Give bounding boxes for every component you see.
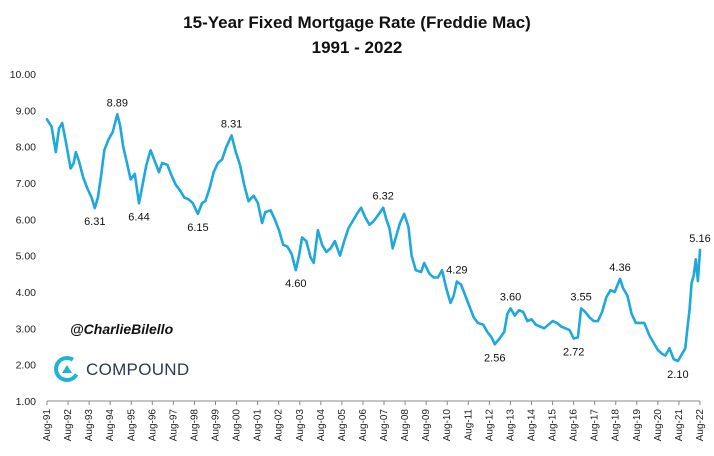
- series-group: [45, 113, 702, 363]
- y-tick-label: 6.00: [16, 214, 37, 226]
- data-label: 4.60: [285, 278, 306, 290]
- x-tick-label: Aug-22: [695, 409, 706, 442]
- x-tick-label: Aug-10: [442, 409, 453, 442]
- x-tick-label: Aug-11: [463, 409, 474, 441]
- x-tick-label: Aug-14: [526, 409, 537, 442]
- y-tick-label: 7.00: [16, 178, 37, 190]
- x-tick-label: Aug-98: [189, 409, 200, 442]
- x-tick-label: Aug-05: [337, 409, 348, 442]
- x-tick-label: Aug-95: [126, 409, 137, 442]
- x-tick-label: Aug-01: [253, 409, 264, 442]
- x-tick-label: Aug-02: [274, 409, 285, 442]
- y-tick-label: 4.00: [16, 287, 37, 299]
- x-tick-label: Aug-17: [590, 409, 601, 442]
- y-tick-label: 8.00: [16, 142, 37, 154]
- x-tick-label: Aug-03: [295, 409, 306, 442]
- data-label: 2.72: [563, 347, 584, 359]
- series-line: [45, 113, 702, 363]
- data-label: 2.56: [484, 352, 505, 364]
- y-tick-label: 3.00: [16, 323, 37, 335]
- x-tick-label: Aug-06: [358, 409, 369, 442]
- data-label: 4.36: [609, 262, 630, 274]
- data-label: 3.55: [570, 291, 591, 303]
- data-label: 6.31: [84, 216, 105, 228]
- x-tick-label: Aug-21: [674, 409, 685, 442]
- data-label: 6.44: [128, 211, 149, 223]
- x-tick-label: Aug-13: [505, 409, 516, 442]
- annotations-group: 8.89 6.31 6.44 6.15 8.31 4.60 6.32 4.29 2.56 3.60…: [84, 97, 711, 381]
- y-tick-label: 5.00: [16, 251, 37, 263]
- x-tick-label: Aug-91: [42, 409, 53, 442]
- x-axis: Aug-91 Aug-92 Aug-93 Aug-94 Aug-95 Aug-96 Aug-…: [42, 400, 706, 442]
- x-tick-label: Aug-96: [147, 409, 158, 442]
- y-tick-label: 2.00: [16, 360, 37, 372]
- x-tick-label: Aug-99: [211, 409, 222, 442]
- x-tick-label: Aug-18: [611, 409, 622, 442]
- chart-subtitle: 1991 - 2022: [312, 38, 403, 57]
- y-tick-label: 9.00: [16, 105, 37, 117]
- x-tick-label: Aug-08: [400, 409, 411, 442]
- compound-logo-icon: [54, 356, 80, 382]
- data-label: 8.31: [221, 118, 242, 130]
- data-label: 2.10: [667, 369, 688, 381]
- x-tick-label: Aug-94: [105, 409, 116, 442]
- x-tick-label: Aug-92: [63, 409, 74, 442]
- x-tick-label: Aug-00: [232, 409, 243, 442]
- company-name: COMPOUND: [86, 360, 189, 379]
- x-tick-label: Aug-09: [421, 409, 432, 442]
- x-tick-label: Aug-97: [168, 409, 179, 442]
- data-label: 6.32: [372, 191, 393, 203]
- twitter-handle: @CharlieBilello: [70, 321, 174, 337]
- x-tick-label: Aug-20: [653, 409, 664, 442]
- data-label: 4.29: [446, 264, 467, 276]
- x-tick-label: Aug-04: [316, 409, 327, 442]
- y-axis: 1.00 2.00 3.00 4.00 5.00 6.00 7.00 8.00 9.00 10.0…: [10, 69, 36, 408]
- data-label: 5.16: [689, 233, 710, 245]
- x-tick-label: Aug-15: [548, 409, 559, 442]
- x-tick-label: Aug-12: [484, 409, 495, 442]
- x-tick-label: Aug-07: [379, 409, 390, 442]
- y-tick-label: 1.00: [16, 396, 37, 408]
- x-tick-label: Aug-19: [632, 409, 643, 442]
- y-tick-label: 10.00: [10, 69, 36, 81]
- data-label: 8.89: [107, 97, 128, 109]
- data-label: 3.60: [500, 291, 521, 303]
- x-tick-label: Aug-93: [84, 409, 95, 442]
- x-tick-label: Aug-16: [569, 409, 580, 442]
- chart-title: 15-Year Fixed Mortgage Rate (Freddie Mac…: [183, 13, 531, 32]
- data-label: 6.15: [187, 222, 208, 234]
